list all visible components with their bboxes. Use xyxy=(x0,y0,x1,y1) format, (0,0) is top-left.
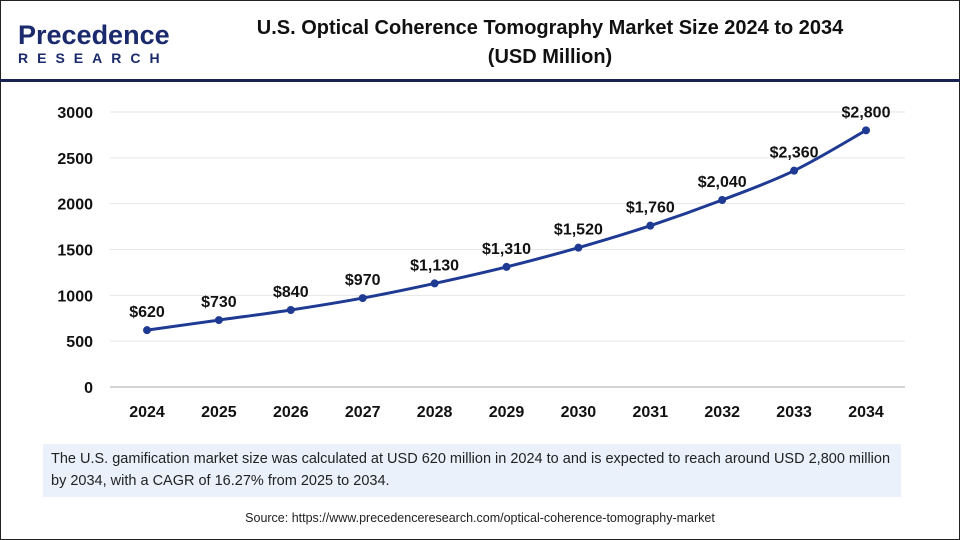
data-point xyxy=(286,306,295,314)
x-tick-label: 2027 xyxy=(345,404,381,421)
y-tick-label: 500 xyxy=(66,334,93,351)
data-point xyxy=(358,294,367,303)
x-tick-label: 2033 xyxy=(776,404,812,421)
data-label: $2,800 xyxy=(842,104,891,121)
data-label: $1,760 xyxy=(626,200,675,217)
data-point xyxy=(214,316,223,325)
data-label: $1,520 xyxy=(554,222,603,239)
x-tick-label: 2024 xyxy=(129,404,165,421)
title-line1: U.S. Optical Coherence Tomography Market… xyxy=(256,17,844,39)
data-point xyxy=(143,326,151,335)
data-point xyxy=(862,126,870,135)
logo: Precedence RESEARCH xyxy=(18,20,170,67)
x-tick-label: 2026 xyxy=(273,404,309,421)
y-tick-label: 1000 xyxy=(57,288,93,305)
logo-line1: Precedence xyxy=(18,20,170,50)
y-tick-label: 3000 xyxy=(57,105,93,122)
x-tick-label: 2028 xyxy=(417,404,453,421)
y-tick-label: 2500 xyxy=(57,151,93,168)
x-tick-label: 2031 xyxy=(633,404,669,421)
x-tick-label: 2032 xyxy=(704,404,740,421)
data-point xyxy=(790,166,799,175)
data-point xyxy=(718,196,727,204)
x-tick-label: 2025 xyxy=(201,404,237,421)
header-divider xyxy=(0,79,960,82)
data-label: $730 xyxy=(201,294,237,311)
data-label: $840 xyxy=(273,284,309,301)
x-tick-label: 2029 xyxy=(489,404,525,421)
data-label: $620 xyxy=(129,304,165,321)
title-line2: (USD Million) xyxy=(487,46,613,68)
series-line xyxy=(146,129,867,332)
data-label: $1,130 xyxy=(410,257,459,274)
chart-title: U.S. Optical Coherence Tomography Market… xyxy=(200,14,900,72)
y-tick-label: 1500 xyxy=(57,243,93,260)
data-point xyxy=(646,221,655,230)
y-tick-label: 0 xyxy=(84,380,93,397)
x-tick-label: 2034 xyxy=(848,404,884,421)
data-label: $970 xyxy=(345,272,381,289)
data-label: $1,310 xyxy=(482,241,531,258)
data-point xyxy=(574,243,583,252)
data-label: $2,040 xyxy=(698,174,747,191)
x-tick-label: 2030 xyxy=(561,404,597,421)
data-point xyxy=(430,279,439,288)
y-tick-label: 2000 xyxy=(57,197,93,214)
data-point xyxy=(502,262,511,271)
data-label: $2,360 xyxy=(770,145,819,162)
logo-line2: RESEARCH xyxy=(18,50,169,66)
summary-note: The U.S. gamification market size was ca… xyxy=(43,444,901,497)
source-text: Source: https://www.precedenceresearch.c… xyxy=(245,511,715,525)
